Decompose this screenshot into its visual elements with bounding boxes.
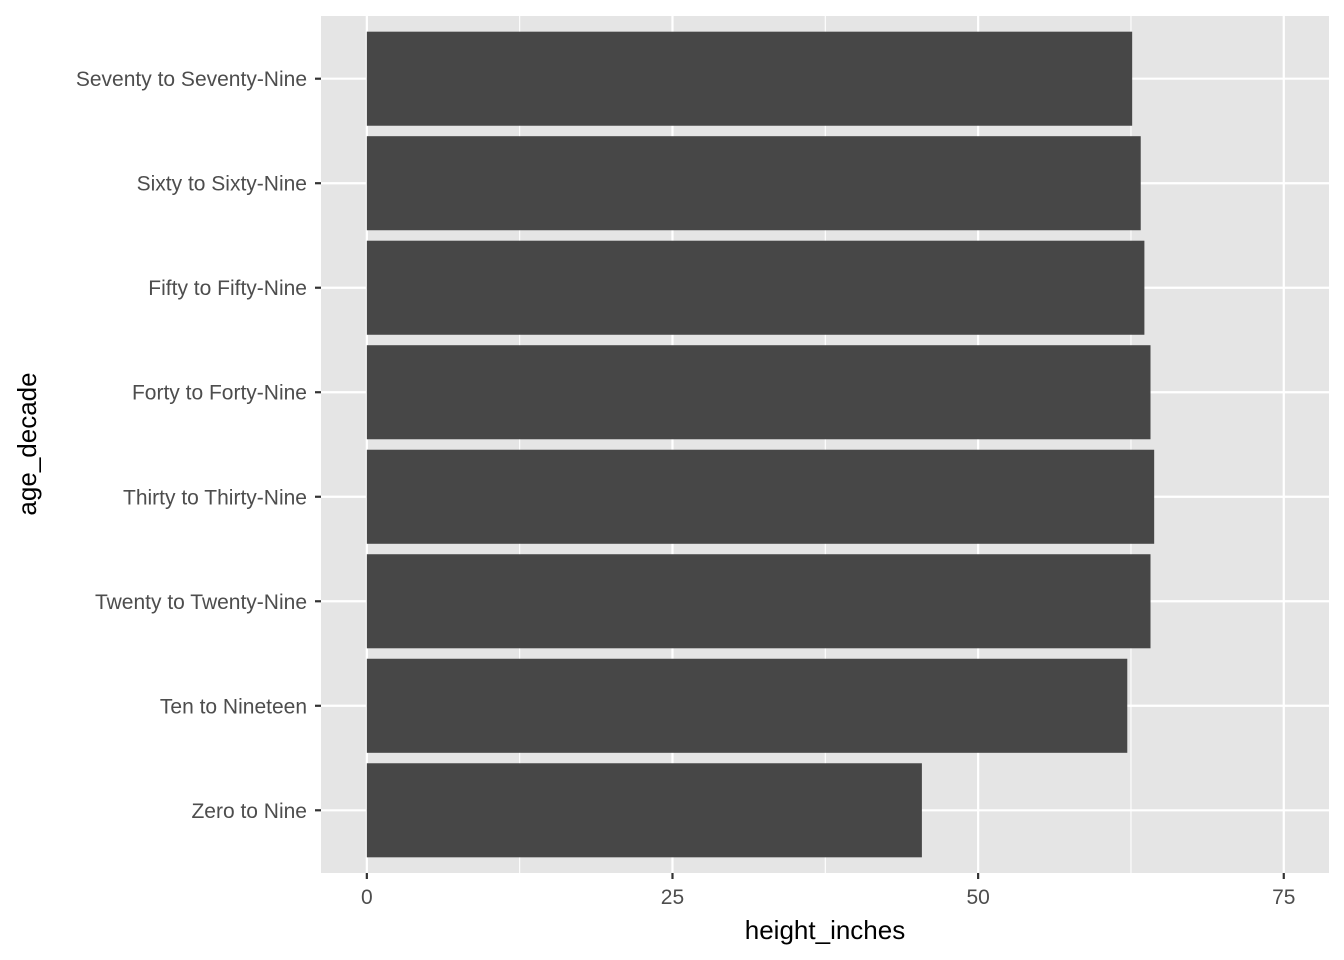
bar [366, 240, 1145, 335]
y-tick-label: Sixty to Sixty-Nine [137, 173, 307, 196]
x-axis-title: height_inches [745, 915, 905, 945]
y-axis-title: age_decade [12, 372, 42, 515]
y-tick-label: Seventy to Seventy-Nine [76, 68, 307, 91]
y-tick-label: Fifty to Fifty-Nine [148, 277, 307, 300]
bars [366, 31, 1155, 858]
y-tick-label: Twenty to Twenty-Nine [95, 591, 307, 614]
y-tick-label: Thirty to Thirty-Nine [123, 486, 307, 509]
bar [366, 449, 1155, 544]
y-tick-label: Forty to Forty-Nine [132, 382, 307, 405]
bar [366, 554, 1151, 649]
bar [366, 345, 1151, 440]
bar [366, 658, 1128, 753]
y-tick-label: Ten to Nineteen [160, 695, 307, 718]
x-tick-label: 25 [661, 886, 684, 909]
x-tick-label: 75 [1272, 886, 1295, 909]
x-axis: 0 25 50 75 [361, 873, 1295, 909]
y-axis: Zero to Nine Ten to Nineteen Twenty to Twe… [76, 68, 321, 823]
bar [366, 136, 1141, 231]
x-tick-label: 50 [966, 886, 989, 909]
y-tick-label: Zero to Nine [191, 800, 307, 823]
bar [366, 31, 1133, 126]
bar [366, 763, 922, 858]
x-tick-label: 0 [361, 886, 373, 909]
